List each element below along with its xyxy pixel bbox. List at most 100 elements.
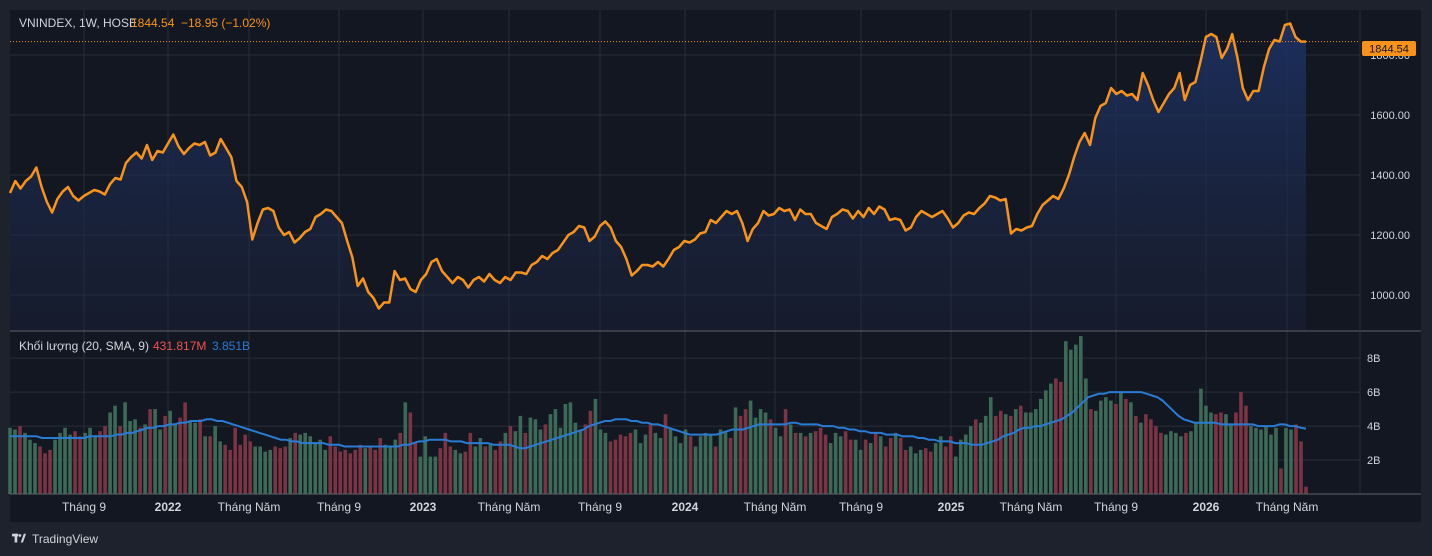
legend-symbol[interactable]: VNINDEX, 1W, HOSE [19,16,137,30]
price-tick-label: 1600.00 [1370,110,1410,122]
volume-bar [683,429,688,494]
volume-bar [668,427,673,494]
volume-bar [1169,431,1173,494]
volume-bar [1094,410,1098,494]
legend-last-price: 1844.54 [131,16,175,30]
volume-bar [358,444,363,494]
volume-bar [373,449,378,494]
volume-bar [1154,426,1158,494]
volume-bar [778,436,783,494]
volume-bar [1219,412,1223,494]
volume-bar [693,446,698,494]
volume-bar [1159,432,1163,494]
volume-bar [493,449,498,494]
volume-bar [248,441,252,494]
price-tick-label: 1000.00 [1370,290,1410,302]
volume-bar [423,436,428,494]
volume-bar [338,451,343,494]
volume-bar [523,432,528,494]
volume-bar [908,446,913,494]
volume-sma-line [10,391,1307,450]
volume-bar [1244,405,1248,494]
volume-bar [148,409,152,494]
time-tick-label: Tháng Năm [1000,500,1063,514]
volume-bar [518,415,523,494]
volume-bar [983,415,988,494]
volume-bar [618,434,623,494]
volume-bar [83,432,87,494]
price-tag-label: 1844.54 [1369,44,1409,56]
volume-bar [98,431,102,494]
volume-bar [318,439,323,494]
volume-bar [633,429,638,494]
volume-bar [428,456,433,494]
volume-bar [1284,427,1288,494]
volume-bar [23,432,27,494]
volume-bar [948,436,953,494]
volume-bar [1089,409,1093,494]
time-tick-label: Tháng 9 [317,500,361,514]
volume-bar [293,432,298,494]
volume-bar [1279,468,1283,494]
volume-bar [1013,409,1018,494]
volume-bar [1044,390,1048,494]
volume-bar [733,407,738,494]
volume-bar [353,449,358,494]
volume-bar [483,446,488,494]
volume-bar [833,432,838,494]
volume-bar [408,412,413,494]
volume-bar [438,448,443,494]
volume-bar [108,412,112,494]
volume-bar [183,402,187,494]
volume-bar [1144,414,1148,494]
volume-bar [528,417,533,494]
volume-bar [673,436,678,494]
volume-bar [1214,414,1218,494]
price-tick-label: 1400.00 [1370,170,1410,182]
volume-bar [88,427,92,494]
volume-bar [1194,422,1198,494]
volume-bar [1003,414,1008,494]
volume-legend-sma: 3.851B [212,339,250,353]
volume-legend-title[interactable]: Khối lượng (20, SMA, 9) [19,339,149,353]
footer-brand[interactable]: TradingView [12,531,98,547]
volume-bar [143,424,147,494]
volume-bar [818,427,823,494]
volume-bar [1299,441,1303,494]
volume-bar [598,429,603,494]
volume-bar [308,436,313,494]
volume-bar [698,436,703,494]
volume-bar [1119,392,1123,494]
volume-axis[interactable]: 2B 4B 6B 8B [1367,353,1380,467]
volume-bar [1229,424,1233,494]
volume-bar [113,405,117,494]
volume-bar [703,432,708,494]
volume-bar [508,426,513,494]
volume-bar [873,432,878,494]
volume-bar [718,429,723,494]
volume-bar [58,432,62,494]
volume-bar [1149,419,1153,494]
volume-bar [828,443,833,494]
volume-bar [198,419,202,494]
volume-bar [1018,405,1023,494]
time-axis[interactable]: Tháng 9 2022 Tháng Năm Tháng 9 2023 Tháng Năm… [62,500,1318,514]
volume-bar [8,427,12,494]
volume-bar [48,449,52,494]
volume-bar [863,439,868,494]
volume-bar [743,409,748,494]
volume-bar [298,434,303,494]
volume-bar [648,424,653,494]
volume-bar [278,448,283,494]
volume-bar [1234,412,1238,494]
volume-bar [253,446,257,494]
price-line[interactable] [8,22,1307,310]
volume-bar [163,415,167,494]
legend-change: −18.95 (−1.02%) [181,16,270,30]
volume-bar [33,443,37,494]
volume-bar [543,424,548,494]
volume-bar [838,436,843,494]
